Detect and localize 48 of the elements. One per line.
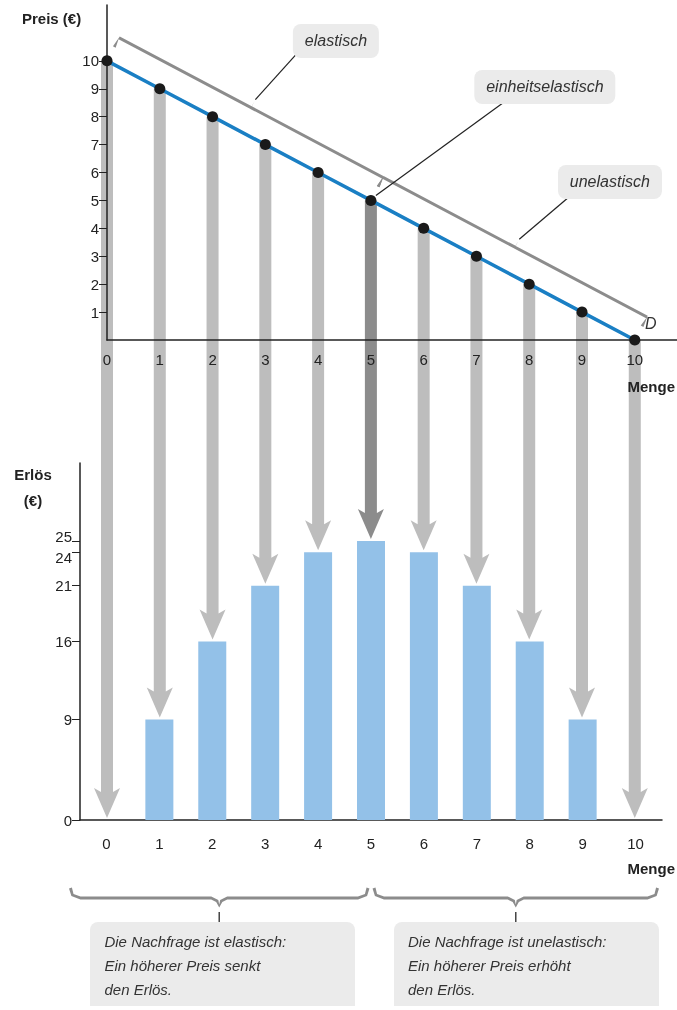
y-tick-label: 9 bbox=[63, 711, 72, 729]
x-tick-label: 0 bbox=[102, 835, 111, 852]
x-tick-label: 2 bbox=[208, 835, 217, 852]
y-tick-label: 6 bbox=[90, 164, 99, 181]
x-tick-label: 5 bbox=[366, 351, 376, 368]
y-axis-title: Preis (€) bbox=[22, 10, 82, 27]
x-tick-label: 10 bbox=[626, 351, 644, 368]
y-tick-label: 25 bbox=[55, 527, 72, 545]
x-tick-label: 3 bbox=[261, 835, 270, 852]
y-tick-label: 3 bbox=[90, 247, 99, 265]
x-tick-label: 6 bbox=[419, 835, 429, 852]
y-axis-title: Erlös (€) bbox=[13, 465, 53, 511]
y-tick-label: 5 bbox=[90, 191, 99, 209]
x-tick-label: 3 bbox=[261, 351, 270, 368]
x-tick-label: 1 bbox=[155, 835, 164, 852]
text: Die Nachfrage ist elastisch: Ein höherer Preis senkt den Erlös. bbox=[90, 922, 356, 1006]
x-tick-label: 0 bbox=[102, 351, 112, 368]
x-tick-label: 5 bbox=[366, 835, 376, 852]
text: Die Nachfrage ist unelastisch: Ein höherer Preis erhöht den Erlös. bbox=[394, 922, 659, 1006]
y-tick-label: 10 bbox=[82, 52, 99, 70]
y-tick-label: 0 bbox=[63, 811, 72, 829]
x-tick-label: 7 bbox=[472, 351, 481, 368]
y-tick-label: 8 bbox=[90, 108, 99, 126]
y-tick-label: 16 bbox=[55, 633, 72, 650]
x-tick-label: 4 bbox=[313, 835, 323, 852]
x-tick-label: 9 bbox=[578, 835, 587, 852]
x-axis-title: Menge bbox=[627, 378, 675, 395]
y-tick-label: 2 bbox=[90, 275, 99, 293]
annotation: D bbox=[644, 315, 657, 333]
x-tick-label: 7 bbox=[472, 835, 481, 852]
x-tick-label: 4 bbox=[313, 351, 323, 368]
y-tick-label: 1 bbox=[90, 303, 99, 321]
x-tick-label: 10 bbox=[627, 835, 644, 852]
annotation: elastisch bbox=[292, 23, 380, 58]
x-tick-label: 9 bbox=[577, 351, 587, 368]
y-tick-label: 7 bbox=[90, 136, 99, 154]
annotation: unelastisch bbox=[557, 165, 662, 200]
x-tick-label: 8 bbox=[525, 835, 534, 852]
x-tick-label: 1 bbox=[155, 351, 164, 368]
x-tick-label: 2 bbox=[208, 351, 217, 368]
y-tick-label: 21 bbox=[55, 577, 72, 595]
y-tick-label: 24 bbox=[55, 548, 72, 566]
y-tick-label: 4 bbox=[90, 219, 99, 237]
x-tick-label: 6 bbox=[419, 351, 428, 368]
x-tick-label: 8 bbox=[525, 351, 534, 368]
x-axis-title: Menge bbox=[627, 860, 675, 877]
y-tick-label: 9 bbox=[90, 80, 99, 98]
annotation: einheitselastisch bbox=[474, 70, 616, 105]
